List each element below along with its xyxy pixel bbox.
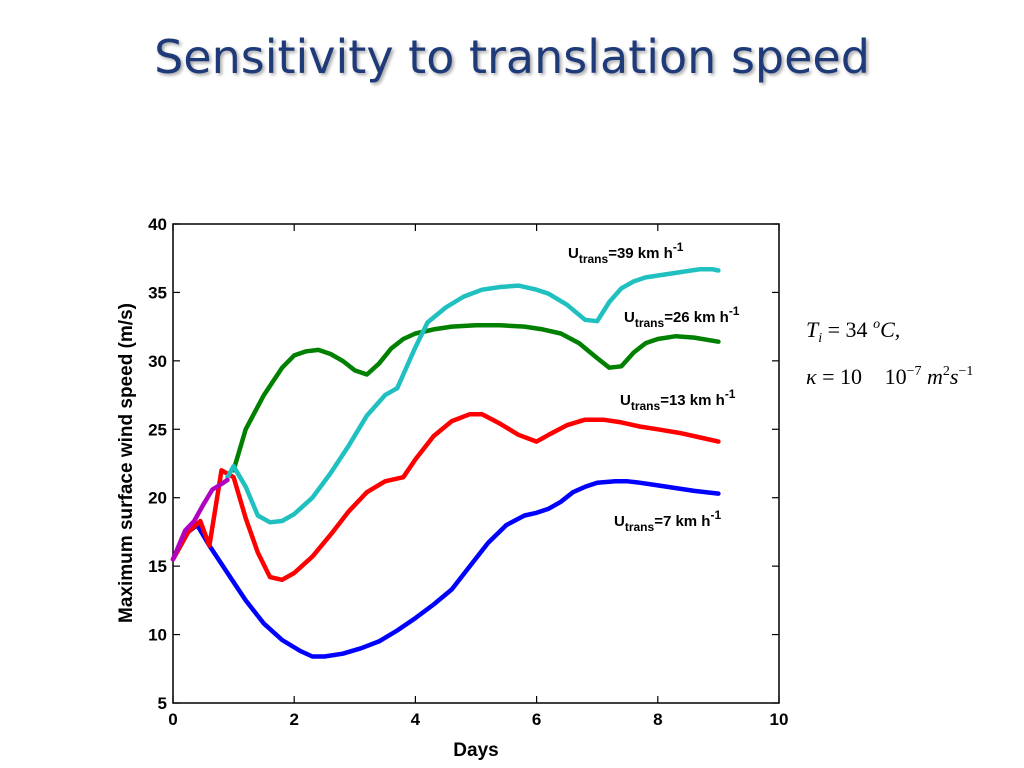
y-axis-label: Maximum surface wind speed (m/s) <box>116 303 137 623</box>
series-line-0 <box>170 479 721 659</box>
x-axis-label: Days <box>453 740 498 761</box>
series-label-13: Utrans=13 km h-1 <box>620 387 736 413</box>
y-tick-label: 25 <box>148 420 167 439</box>
y-tick-label: 20 <box>148 489 167 508</box>
y-tick-label: 35 <box>148 283 167 302</box>
x-tick-label: 0 <box>168 710 177 729</box>
x-tick-label: 2 <box>289 710 298 729</box>
series-lines <box>170 266 721 659</box>
annotation-ti: Ti = 34 oC, <box>806 317 900 346</box>
x-tick-label: 6 <box>532 710 541 729</box>
series-line-2 <box>231 323 721 473</box>
y-tick-label: 15 <box>148 557 167 576</box>
series-label-26: Utrans=26 km h-1 <box>624 304 740 330</box>
y-tick-label: 30 <box>148 352 167 371</box>
series-label-39: Utrans=39 km h-1 <box>568 240 684 266</box>
series-line-3 <box>225 266 721 525</box>
series-line-4 <box>170 477 230 562</box>
slide-title: Sensitivity to translation speed <box>154 30 870 84</box>
x-tick-label: 8 <box>653 710 662 729</box>
series-line-1 <box>170 411 721 583</box>
axis-ticks: 0 2 4 6 8 10 5 10 15 20 25 30 35 40 <box>148 215 788 729</box>
y-tick-label: 10 <box>148 626 167 645</box>
y-tick-label: 5 <box>158 694 167 713</box>
series-label-7: Utrans=7 km h-1 <box>614 508 721 534</box>
x-tick-label: 10 <box>770 710 789 729</box>
annotation-kappa: κ = 10  10−7 m2s−1 <box>806 364 973 389</box>
x-tick-label: 4 <box>411 710 421 729</box>
plot-area <box>172 223 780 704</box>
y-tick-label: 40 <box>148 215 167 234</box>
